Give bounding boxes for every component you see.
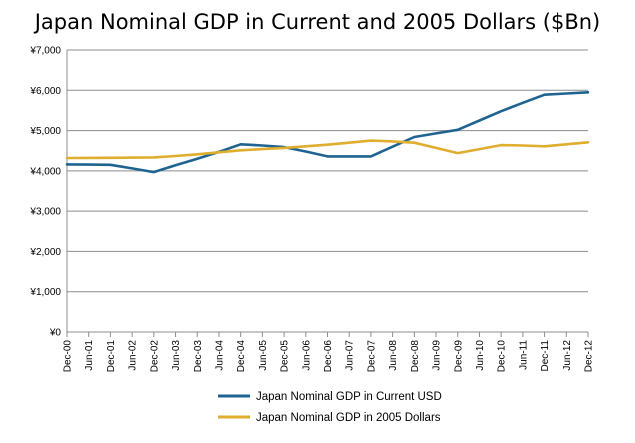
y-axis-tick-labels: ¥0 ¥1,000 ¥2,000 ¥3,000 ¥4,000 ¥5,000 ¥6,000 ¥7… xyxy=(29,46,61,339)
y-tick-label: ¥1,000 xyxy=(29,287,61,298)
x-tick-label: Jun-10 xyxy=(475,340,486,371)
x-tick-label: Jun-12 xyxy=(562,340,573,371)
x-tick-label: Dec-03 xyxy=(193,340,204,373)
x-tick-label: Dec-05 xyxy=(280,340,291,373)
y-tick-label: ¥0 xyxy=(49,328,62,339)
x-tick-label: Jun-04 xyxy=(214,340,225,371)
y-tick-label: ¥3,000 xyxy=(29,207,61,218)
legend: Japan Nominal GDP in Current USD Japan No… xyxy=(218,391,442,424)
x-tick-label: Dec-06 xyxy=(323,340,334,373)
x-tick-label: Jun-11 xyxy=(518,340,529,370)
x-tick-label: Dec-08 xyxy=(410,340,421,373)
x-tick-label: Jun-08 xyxy=(388,340,399,371)
y-tick-label: ¥6,000 xyxy=(29,86,61,97)
chart-title: Japan Nominal GDP in Current and 2005 Do… xyxy=(34,10,601,34)
x-tick-label: Jun-02 xyxy=(128,340,139,371)
x-axis-tick-labels: Dec-00 Jun-01 Dec-01 Jun-02 Dec-02 Jun-03 Dec-… xyxy=(63,340,595,373)
x-tick-label: Dec-02 xyxy=(149,340,160,373)
x-tick-label: Dec-12 xyxy=(584,340,595,373)
legend-label: Japan Nominal GDP in 2005 Dollars xyxy=(256,412,441,424)
series-lines xyxy=(65,91,590,174)
y-tick-label: ¥5,000 xyxy=(29,126,61,137)
x-tick-label: Dec-09 xyxy=(453,340,464,373)
x-tick-label: Dec-00 xyxy=(63,340,74,373)
x-tick-label: Jun-09 xyxy=(432,340,443,371)
y-tick-label: ¥7,000 xyxy=(29,46,61,57)
axes xyxy=(66,50,589,337)
x-tick-label: Jun-07 xyxy=(345,340,356,371)
x-tick-label: Jun-01 xyxy=(84,340,95,371)
x-tick-label: Dec-11 xyxy=(540,340,551,372)
y-tick-label: ¥4,000 xyxy=(29,166,61,177)
x-tick-label: Jun-05 xyxy=(258,340,269,371)
y-tick-label: ¥2,000 xyxy=(29,247,61,258)
x-tick-label: Dec-10 xyxy=(497,340,508,373)
x-tick-label: Dec-04 xyxy=(236,340,247,373)
x-tick-label: Jun-06 xyxy=(301,340,312,371)
series-line-0 xyxy=(65,91,590,174)
x-tick-label: Dec-01 xyxy=(106,340,117,373)
x-tick-label: Dec-07 xyxy=(366,340,377,373)
series-line-1 xyxy=(65,139,590,160)
legend-label: Japan Nominal GDP in Current USD xyxy=(256,391,442,403)
x-tick-label: Jun-03 xyxy=(171,340,182,371)
